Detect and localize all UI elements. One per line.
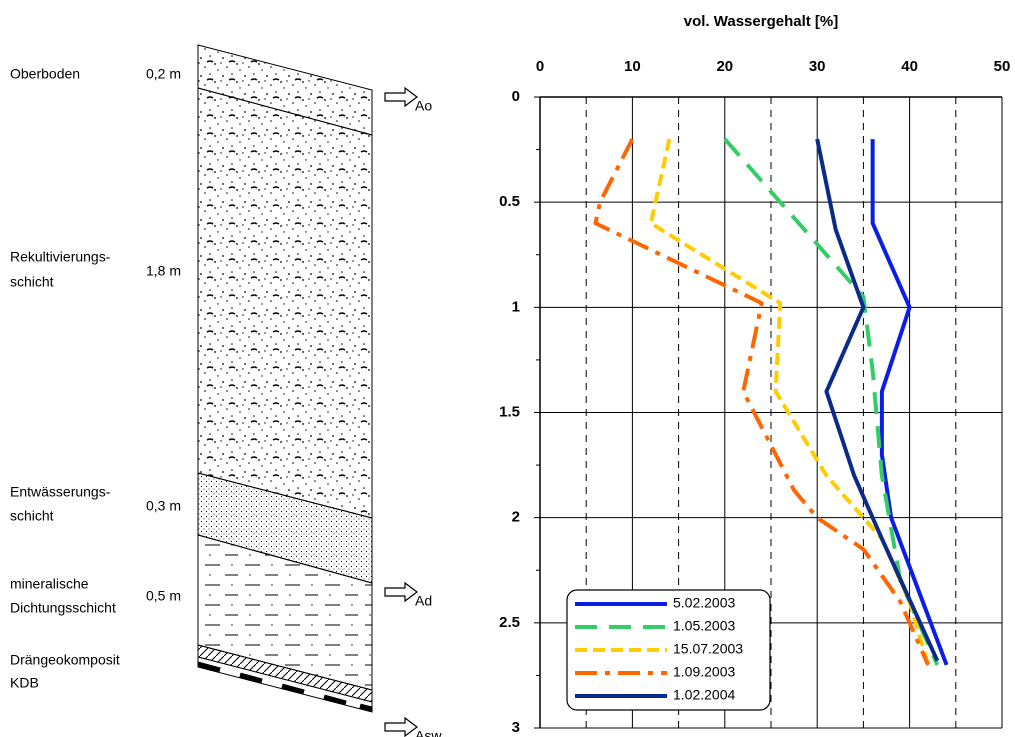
legend-label: 1.02.2004 (673, 687, 735, 703)
y-tick-label: 0.5 (499, 193, 520, 210)
layer-name: KDB (10, 675, 39, 691)
layer-thickness: 0,3 m (146, 498, 181, 514)
outlet-label: Ad (415, 593, 432, 609)
layer-thickness: 0,5 m (146, 588, 181, 604)
y-tick-label: 1.5 (499, 403, 520, 420)
series-line (870, 139, 949, 666)
outlet-label: Asw (415, 728, 442, 737)
outlet-arrow (384, 86, 418, 108)
layer-name: schicht (10, 274, 54, 290)
layer-rekultivierung (197, 87, 373, 519)
y-tick-label: 0 (512, 88, 520, 105)
layer-name: Drängeokomposit (10, 652, 120, 668)
x-tick-label: 10 (624, 58, 641, 75)
x-tick-label: 0 (536, 58, 544, 75)
x-tick-label: 30 (809, 58, 826, 75)
layer-thickness: 0,2 m (146, 66, 181, 82)
outlet-arrow (384, 581, 418, 603)
outlet-label: Ao (415, 98, 432, 114)
layer-thickness: 1,8 m (146, 263, 181, 279)
layer-name: Oberboden (10, 66, 80, 82)
soil-profile (197, 44, 373, 713)
legend-label: 15.07.2003 (673, 641, 743, 657)
series-line (815, 138, 940, 662)
y-tick-label: 2 (512, 509, 520, 526)
outlet-arrow (384, 716, 418, 737)
layer-name: Dichtungsschicht (10, 600, 116, 616)
x-tick-label: 20 (716, 58, 733, 75)
series-line (648, 138, 930, 666)
kdb-bars (197, 661, 373, 712)
y-tick-label: 2.5 (499, 614, 520, 631)
x-tick-label: 40 (901, 58, 918, 75)
series-line (593, 138, 930, 666)
legend-label: 1.05.2003 (673, 618, 735, 634)
y-tick-label: 3 (512, 719, 520, 736)
x-tick-label: 50 (994, 58, 1011, 75)
chart-title: vol. Wassergehalt [%] (684, 13, 838, 30)
y-tick-label: 1 (512, 298, 520, 315)
layer-name: mineralische (10, 576, 89, 592)
layer-name: schicht (10, 508, 54, 524)
layer-name: Entwässerungs- (10, 484, 111, 500)
legend-label: 5.02.2003 (673, 595, 735, 611)
legend-label: 1.09.2003 (673, 664, 735, 680)
layer-name: Rekultivierungs- (10, 249, 111, 265)
legend-box (566, 589, 771, 711)
